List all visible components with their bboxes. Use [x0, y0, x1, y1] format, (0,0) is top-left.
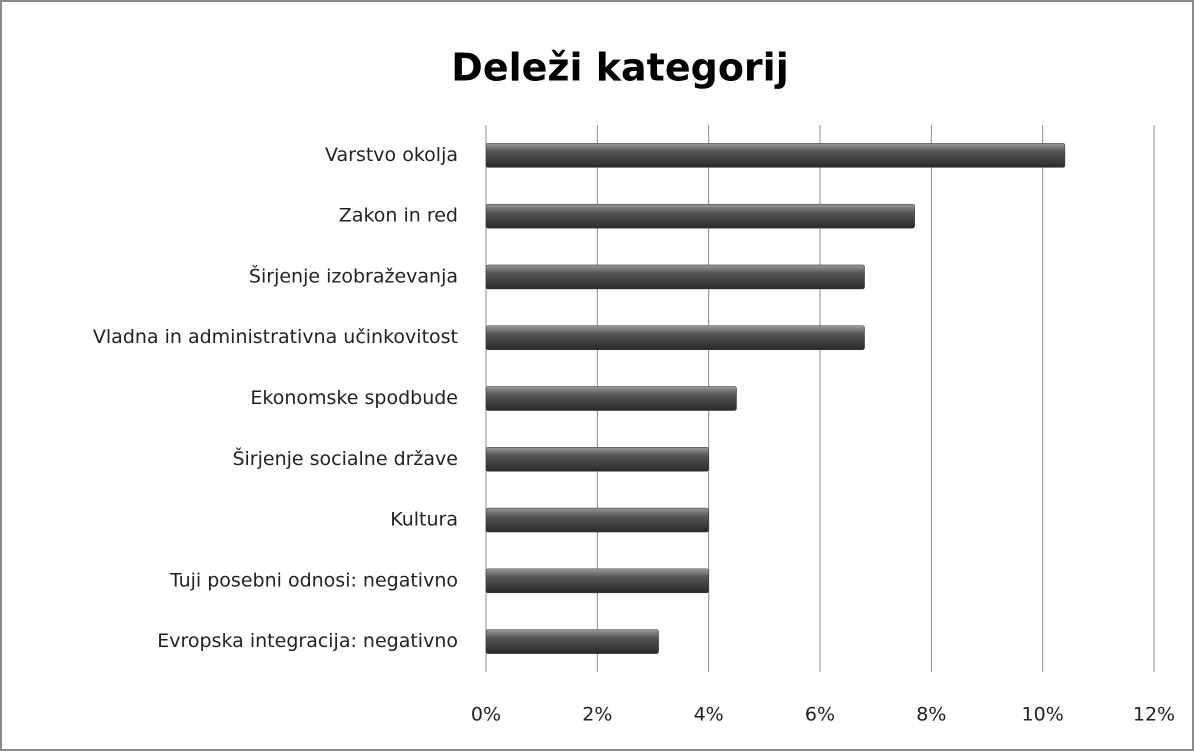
y-tick-label: Širjenje izobraževanja [249, 263, 458, 287]
y-tick-label: Vladna in administrativna učinkovitost [93, 326, 458, 348]
x-tick-label: 8% [916, 704, 946, 726]
bar [485, 203, 915, 229]
y-tick-label: Kultura [390, 509, 458, 531]
bar [485, 447, 709, 472]
y-tick-label: Zakon in red [339, 205, 458, 227]
y-tick-label: Varstvo okolja [325, 144, 458, 166]
x-tick-label: 4% [694, 704, 724, 726]
bar [485, 629, 659, 654]
bar [485, 325, 865, 350]
y-tick-label: Ekonomske spodbude [250, 387, 458, 409]
y-tick-label: Evropska integracija: negativno [157, 630, 458, 652]
bar [485, 143, 1066, 168]
bar [485, 386, 737, 411]
bar [485, 507, 709, 533]
chart-title: Deleži kategorij [451, 46, 788, 90]
x-tick-label: 12% [1133, 704, 1175, 726]
bar [485, 568, 709, 594]
y-tick-label: Tuji posebni odnosi: negativno [169, 569, 458, 591]
bar [485, 264, 865, 290]
x-tick-label: 2% [582, 704, 612, 726]
x-tick-label: 10% [1022, 704, 1064, 726]
x-tick-label: 0% [471, 704, 501, 726]
x-tick-label: 6% [805, 704, 835, 726]
y-tick-label: Širjenje socialne države [232, 446, 458, 470]
